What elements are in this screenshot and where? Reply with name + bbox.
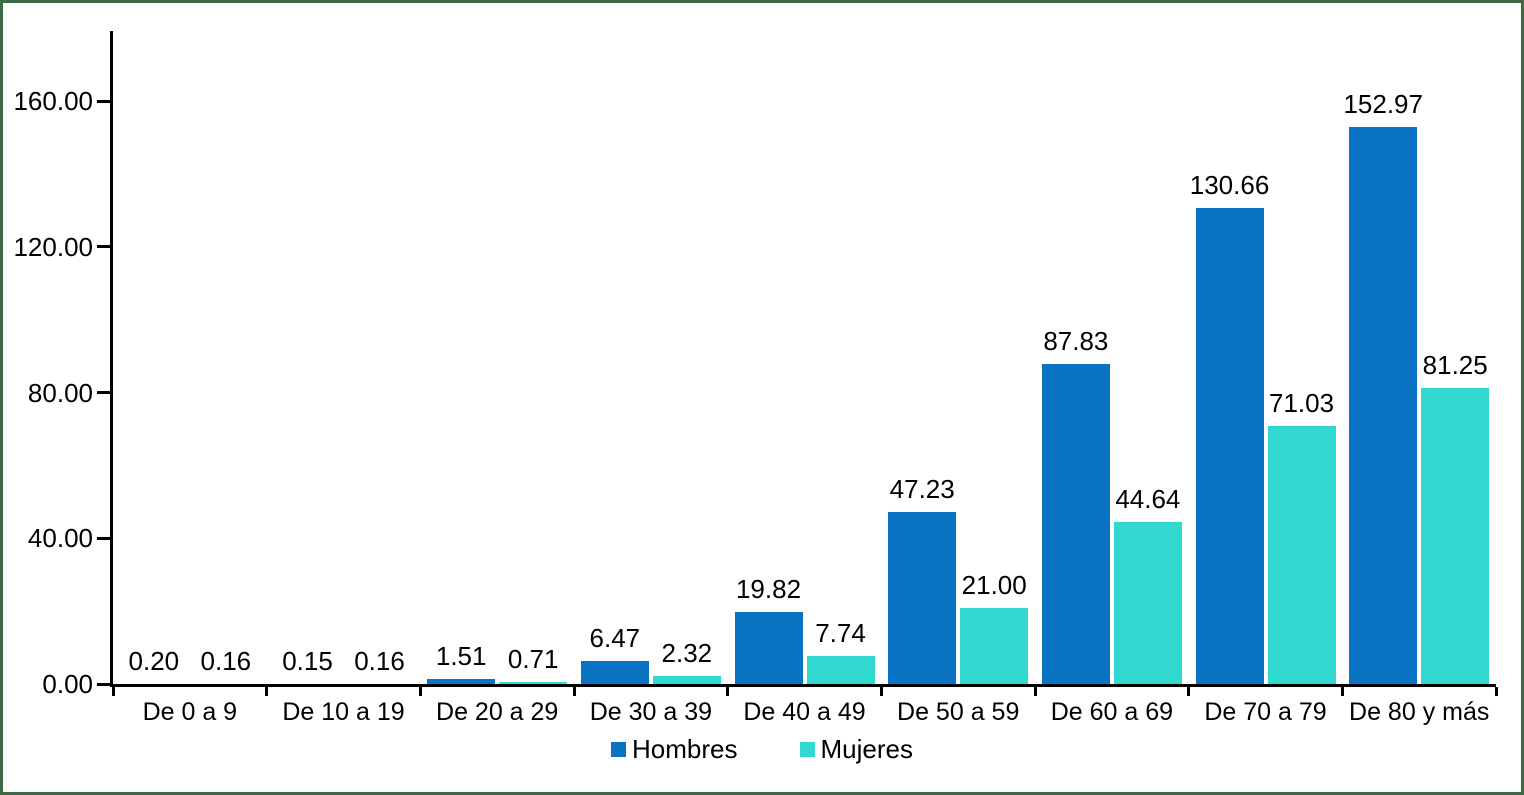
bar-value-label: 19.82	[735, 574, 802, 605]
bar-value-label: 71.03	[1268, 388, 1335, 419]
bar-value-label: 152.97	[1343, 89, 1423, 120]
bar-value-label: 0.15	[282, 646, 333, 677]
bar-group: 1.51 0.71	[420, 642, 574, 684]
y-tick-label: 160.00	[13, 86, 93, 116]
bar-group: 87.83 44.64	[1035, 327, 1189, 684]
y-tick-label: 120.00	[13, 231, 93, 262]
bar-group: 6.47 2.32	[574, 624, 728, 684]
legend: Hombres Mujeres	[3, 734, 1521, 764]
plot-area: 0.20 0.16 0.15 0.16 1.51 0.71 6.47 2.32 19.82 7.7…	[13, 31, 1498, 699]
bar-hombres: 152.97	[1343, 90, 1423, 684]
x-axis-line	[110, 684, 1496, 687]
category-label: De 30 a 39	[589, 698, 713, 726]
category-axis-labels: De 0 a 9 De 10 a 19 De 20 a 29 De 30 a 39 De…	[113, 697, 1496, 727]
bar-groups: 0.20 0.16 0.15 0.16 1.51 0.71 6.47 2.32 19.82 7.7…	[113, 31, 1496, 684]
bar-mujeres: 21.00	[960, 571, 1029, 684]
legend-swatch-mujeres	[799, 741, 815, 757]
category-label: De 50 a 59	[897, 698, 1020, 726]
x-tick	[1494, 687, 1498, 696]
category-label: De 60 a 69	[1050, 698, 1174, 726]
x-tick	[1340, 687, 1344, 696]
category-label: De 20 a 29	[436, 698, 559, 726]
category-label: De 0 a 9	[142, 698, 238, 726]
y-tick-label: 40.00	[27, 523, 93, 554]
bar-hombres: 130.66	[1190, 171, 1269, 684]
y-tick-label: 80.00	[27, 377, 93, 408]
bar-hombres: 6.47	[580, 624, 649, 684]
y-tick	[97, 682, 110, 686]
legend-label-mujeres: Mujeres	[820, 734, 913, 764]
legend-swatch-hombres	[611, 741, 627, 757]
y-tick	[97, 391, 110, 394]
bar-hombres: 47.23	[888, 475, 957, 684]
bar-hombres: 1.51	[427, 642, 496, 684]
bar-value-label: 0.71	[507, 644, 559, 675]
legend-label-hombres: Hombres	[632, 734, 738, 764]
bar-group: 152.97 81.25	[1342, 90, 1496, 684]
bar-value-label: 87.83	[1043, 326, 1109, 357]
bar-mujeres: 44.64	[1113, 485, 1182, 684]
legend-item-mujeres: Mujeres	[799, 734, 913, 764]
y-tick	[97, 245, 110, 249]
bar-value-label: 6.47	[589, 623, 641, 654]
bar-value-label: 0.16	[354, 646, 405, 677]
bar-group: 47.23 21.00	[881, 475, 1035, 684]
x-tick	[418, 687, 422, 696]
bar-mujeres: 71.03	[1267, 389, 1336, 684]
bar-hombres: 19.82	[734, 575, 803, 684]
x-tick	[1033, 687, 1037, 696]
bar-value-label: 47.23	[889, 474, 955, 505]
category-label: De 40 a 49	[743, 698, 866, 726]
x-tick	[572, 687, 576, 696]
bar-value-label: 2.32	[661, 638, 713, 669]
bar-mujeres: 0.71	[499, 645, 568, 684]
bar-value-label: 81.25	[1422, 350, 1488, 381]
x-tick	[265, 687, 269, 696]
y-tick	[97, 99, 110, 103]
y-tick-label: 0.00	[42, 669, 93, 699]
bar-value-label: 44.64	[1115, 484, 1181, 515]
bar-value-label: 0.16	[200, 646, 252, 677]
bar-group: 130.66 71.03	[1189, 171, 1343, 684]
x-tick	[111, 687, 115, 696]
bar-value-label: 7.74	[815, 618, 866, 649]
x-tick	[879, 687, 883, 696]
bar-value-label: 21.00	[961, 570, 1027, 601]
legend-item-hombres: Hombres	[611, 734, 738, 764]
x-tick	[726, 687, 730, 696]
bar-hombres: 87.83	[1041, 327, 1110, 684]
category-label: De 70 a 79	[1204, 698, 1327, 726]
bar-mujeres: 81.25	[1421, 351, 1490, 684]
y-axis-line	[110, 31, 113, 687]
bar-mujeres: 7.74	[806, 619, 875, 684]
category-label: De 10 a 19	[282, 698, 405, 726]
y-tick	[97, 536, 110, 540]
bar-mujeres: 2.32	[652, 639, 721, 684]
bar-value-label: 0.20	[128, 646, 180, 677]
bar-value-label: 1.51	[435, 641, 487, 672]
category-label: De 80 y más	[1349, 698, 1490, 726]
bar-value-label: 130.66	[1189, 170, 1270, 201]
bar-group: 19.82 7.74	[728, 575, 882, 684]
x-tick	[1187, 687, 1191, 696]
